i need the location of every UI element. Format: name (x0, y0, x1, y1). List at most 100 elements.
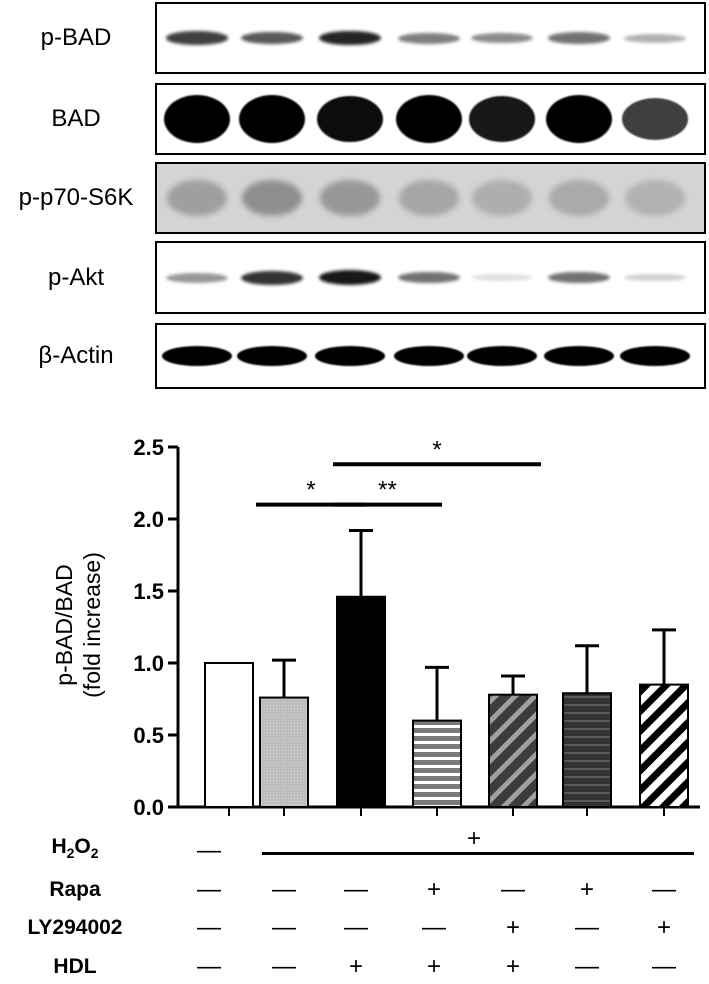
condition-cell: — (344, 876, 368, 903)
blot-band (319, 270, 381, 285)
blot-band (548, 32, 610, 44)
condition-cell: — (197, 953, 221, 980)
condition-cell: — (652, 876, 676, 903)
bar (639, 683, 689, 808)
blot-label: p-p70-S6K (18, 184, 134, 211)
blot-panel (155, 241, 706, 314)
significance-label: * (432, 436, 441, 463)
condition-cell: — (197, 876, 221, 903)
blot-band (549, 180, 609, 216)
condition-row: Rapa — — — + — + — (0, 875, 709, 905)
blot-label: β-Actin (38, 342, 114, 369)
bar (488, 693, 538, 808)
blot-band (396, 95, 462, 143)
bar (204, 662, 254, 808)
blot-band (471, 32, 533, 44)
blot-band (241, 31, 303, 45)
condition-label: HDL (53, 955, 97, 978)
blot-band (472, 180, 532, 216)
condition-cell: — (272, 876, 296, 903)
blot-panel (155, 2, 706, 74)
condition-cell: + (348, 953, 363, 980)
blot-band (317, 95, 383, 143)
blot-band (166, 272, 228, 283)
condition-cell: + (579, 876, 594, 903)
condition-cell: — (272, 953, 296, 980)
blot-row-3: p-Akt (0, 241, 709, 314)
bar-chart: p-BAD/BAD (fold increase) 0.0 0.5 1.0 1.5 2.… (51, 435, 700, 820)
blot-band (624, 273, 686, 282)
blot-band (469, 96, 535, 142)
condition-cell: — (575, 953, 599, 980)
condition-cell: + (656, 914, 671, 941)
blot-panel (155, 83, 706, 155)
h2o2-span-line (262, 852, 694, 855)
bar (412, 719, 462, 808)
blot-row-0: p-BAD (0, 2, 709, 74)
blot-band (162, 346, 232, 366)
blot-band (239, 95, 305, 143)
y-axis-label-unit: (fold increase) (79, 552, 105, 698)
condition-h2o2-lane1: — (197, 837, 221, 864)
blot-band (548, 271, 610, 284)
condition-label: Rapa (49, 878, 101, 901)
y-tick-label: 2.5 (133, 435, 164, 460)
blot-band (319, 30, 381, 46)
blot-band (624, 33, 686, 43)
condition-row: LY294002 — — — — + — + (0, 913, 709, 943)
condition-cell: + (505, 914, 520, 941)
blot-band (398, 32, 460, 44)
blot-row-4: β-Actin (0, 323, 709, 389)
blot-panel (155, 323, 706, 389)
condition-cell: — (652, 953, 676, 980)
blot-band (241, 270, 303, 285)
condition-label: LY294002 (27, 916, 123, 939)
blot-band (622, 98, 688, 140)
blot-band (320, 180, 380, 216)
blot-row-2: p-p70-S6K (0, 162, 709, 234)
blot-band (471, 273, 533, 282)
blot-band (394, 346, 464, 366)
blot-label: p-BAD (40, 24, 112, 51)
blot-band (620, 346, 690, 366)
blot-row-1: BAD (0, 83, 709, 155)
bar (259, 696, 309, 808)
blot-band (544, 346, 614, 366)
condition-h2o2-plus: + (466, 825, 481, 852)
significance-label: ** (378, 477, 397, 504)
condition-cell: — (501, 876, 525, 903)
blot-label: p-Akt (47, 264, 104, 291)
y-tick-label: 1.0 (133, 651, 164, 676)
y-axis-label: p-BAD/BAD (51, 564, 77, 685)
condition-cell: + (426, 876, 441, 903)
blot-label: BAD (51, 105, 101, 132)
significance-label: * (306, 477, 315, 504)
y-tick-label: 0.0 (133, 795, 164, 820)
blot-panel (155, 162, 706, 234)
condition-cell: — (575, 914, 599, 941)
blot-band (625, 180, 685, 216)
blot-band (398, 271, 460, 284)
condition-label-h2o2: H2O2 (51, 835, 99, 862)
condition-cell: — (344, 914, 368, 941)
condition-cell: — (272, 914, 296, 941)
condition-cell: — (422, 914, 446, 941)
blot-band (237, 346, 307, 366)
blot-band (399, 180, 459, 216)
blot-band (166, 31, 228, 45)
y-tick-label: 0.5 (133, 723, 164, 748)
condition-cell: + (426, 953, 441, 980)
condition-cell: — (197, 914, 221, 941)
blot-band (467, 346, 537, 366)
y-tick-label: 2.0 (133, 507, 164, 532)
bar (562, 692, 612, 808)
blot-band (315, 346, 385, 366)
blot-band (546, 95, 612, 143)
blot-band (164, 95, 230, 143)
condition-row: HDL — — + + + — — (0, 952, 709, 982)
bar (336, 595, 386, 809)
blot-band (242, 180, 302, 216)
y-tick-label: 1.5 (133, 579, 164, 604)
condition-cell: + (505, 953, 520, 980)
condition-row-h2o2: H2O2 — + (0, 825, 709, 864)
